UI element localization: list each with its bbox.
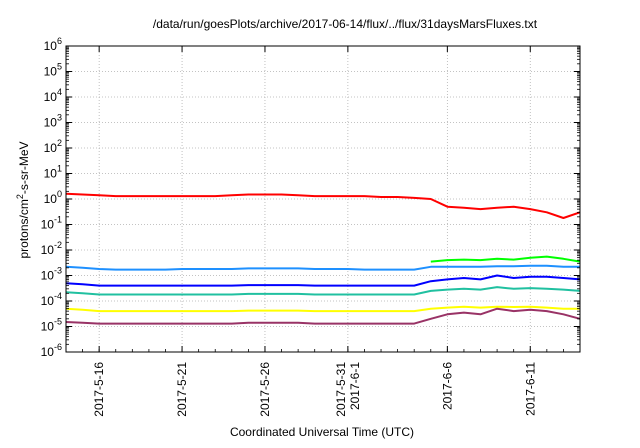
y-tick-exponent: -3 (54, 266, 62, 276)
y-tick-exponent: 4 (57, 87, 62, 97)
y-tick-label: 106 (44, 36, 62, 53)
y-tick-exponent: -6 (54, 342, 62, 352)
y-tick-exponent: -1 (54, 215, 62, 225)
y-tick-label: 10-4 (41, 291, 62, 308)
series-line-3 (65, 264, 580, 271)
y-tick-base: 10 (41, 218, 55, 232)
y-tick-exponent: 1 (57, 164, 62, 174)
y-tick-label: 10-6 (41, 342, 62, 359)
series-line-5 (65, 286, 581, 296)
y-axis-label: protons/cm2-s-sr-MeV (15, 141, 31, 258)
y-tick-base: 10 (44, 167, 58, 181)
x-tick-label: 2017-5-31 (334, 362, 348, 417)
y-tick-exponent: -4 (54, 291, 62, 301)
y-tick-exponent: 6 (57, 36, 62, 46)
x-tick-label: 2017-5-16 (92, 362, 106, 417)
x-axis-ticks: 2017-5-16 2017-5-21 2017-5-26 2017-5-31 2017… (65, 46, 581, 417)
x-tick-label: 2017-6-6 (440, 362, 454, 410)
y-tick-base: 10 (44, 39, 58, 53)
y-tick-exponent: 2 (57, 138, 62, 148)
y-axis-label-tail: -s-sr-MeV (17, 141, 31, 194)
x-tick-label: 2017-6-11 (523, 362, 537, 416)
y-tick-base: 10 (41, 294, 55, 308)
series-lines (65, 192, 581, 325)
y-axis-label-superscript: 2 (15, 194, 25, 199)
x-tick-label: 2017-5-26 (258, 362, 272, 417)
y-tick-label: 10-2 (41, 240, 62, 257)
y-tick-exponent: -2 (54, 240, 62, 250)
y-axis-ticks: 10-610-510-410-310-210-11001011021031041… (41, 36, 580, 359)
y-tick-label: 102 (44, 138, 62, 155)
y-tick-base: 10 (41, 345, 55, 359)
y-tick-exponent: 3 (57, 113, 62, 123)
series-line-2 (430, 255, 581, 263)
y-tick-label: 101 (44, 164, 62, 181)
series-line-7 (65, 307, 581, 325)
series-line-6 (65, 305, 580, 313)
y-tick-base: 10 (44, 141, 58, 155)
grid-lines (66, 46, 580, 352)
series-line-4 (65, 274, 581, 287)
y-tick-exponent: 0 (57, 189, 62, 199)
y-tick-label: 103 (44, 113, 62, 130)
y-tick-exponent: 5 (57, 62, 62, 72)
y-tick-base: 10 (41, 269, 55, 283)
y-axis-label-base: protons/cm (17, 199, 31, 258)
x-tick-label: 2017-5-21 (175, 362, 189, 417)
y-tick-label: 10-1 (41, 215, 62, 232)
y-tick-base: 10 (44, 90, 58, 104)
x-axis-label: Coordinated Universal Time (UTC) (230, 425, 414, 439)
chart-title: /data/run/goesPlots/archive/2017-06-14/f… (153, 17, 538, 31)
y-tick-label: 104 (44, 87, 62, 104)
y-tick-base: 10 (44, 192, 58, 206)
y-tick-base: 10 (44, 116, 58, 130)
y-tick-exponent: -5 (54, 317, 62, 327)
x-tick-label: 2017-6-1 (348, 362, 362, 410)
y-tick-label: 10-5 (41, 317, 62, 334)
y-tick-label: 105 (44, 62, 62, 79)
y-tick-base: 10 (41, 243, 55, 257)
series-line-1 (65, 192, 581, 219)
y-tick-base: 10 (44, 65, 58, 79)
y-tick-label: 10-3 (41, 266, 62, 283)
y-tick-label: 100 (44, 189, 62, 206)
y-tick-base: 10 (41, 320, 55, 334)
